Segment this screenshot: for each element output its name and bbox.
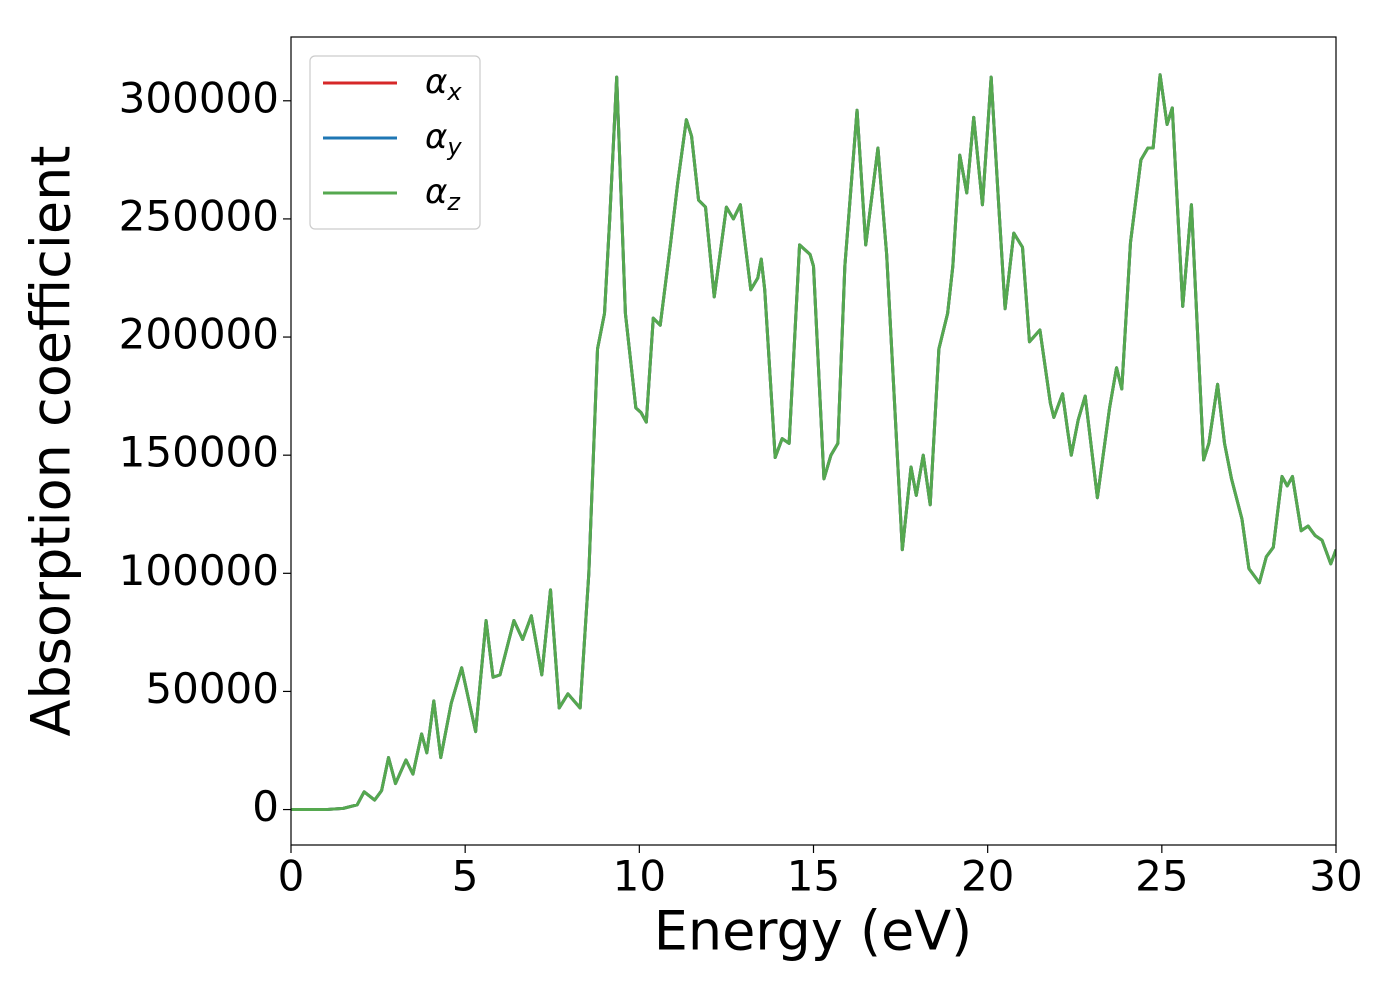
y-tick-label: 0 <box>252 782 279 831</box>
x-axis-label: Energy (eV) <box>654 900 973 963</box>
legend: αx αy αz <box>309 55 481 230</box>
x-tick-label: 0 <box>278 852 305 901</box>
y-tick-label: 200000 <box>119 310 279 359</box>
y-tick-label: 300000 <box>119 73 279 122</box>
x-tick-label: 10 <box>613 852 666 901</box>
plot-lines <box>291 73 1336 812</box>
legend-box <box>309 55 481 230</box>
x-tick-label: 25 <box>1135 852 1188 901</box>
y-tick-label: 150000 <box>119 428 279 477</box>
x-tick-label: 15 <box>787 852 840 901</box>
y-axis-label: Absorption coefficient <box>20 146 83 737</box>
legend-label: αx <box>425 62 462 107</box>
legend-label: αz <box>425 172 461 217</box>
y-tick-label: 50000 <box>145 664 279 713</box>
x-tick-label: 30 <box>1309 852 1362 901</box>
y-tick-label: 100000 <box>119 546 279 595</box>
x-tick-label: 5 <box>452 852 479 901</box>
legend-label: αy <box>425 117 462 162</box>
x-tick-label: 20 <box>961 852 1014 901</box>
y-tick-label: 250000 <box>119 191 279 240</box>
series-line <box>291 73 1336 812</box>
